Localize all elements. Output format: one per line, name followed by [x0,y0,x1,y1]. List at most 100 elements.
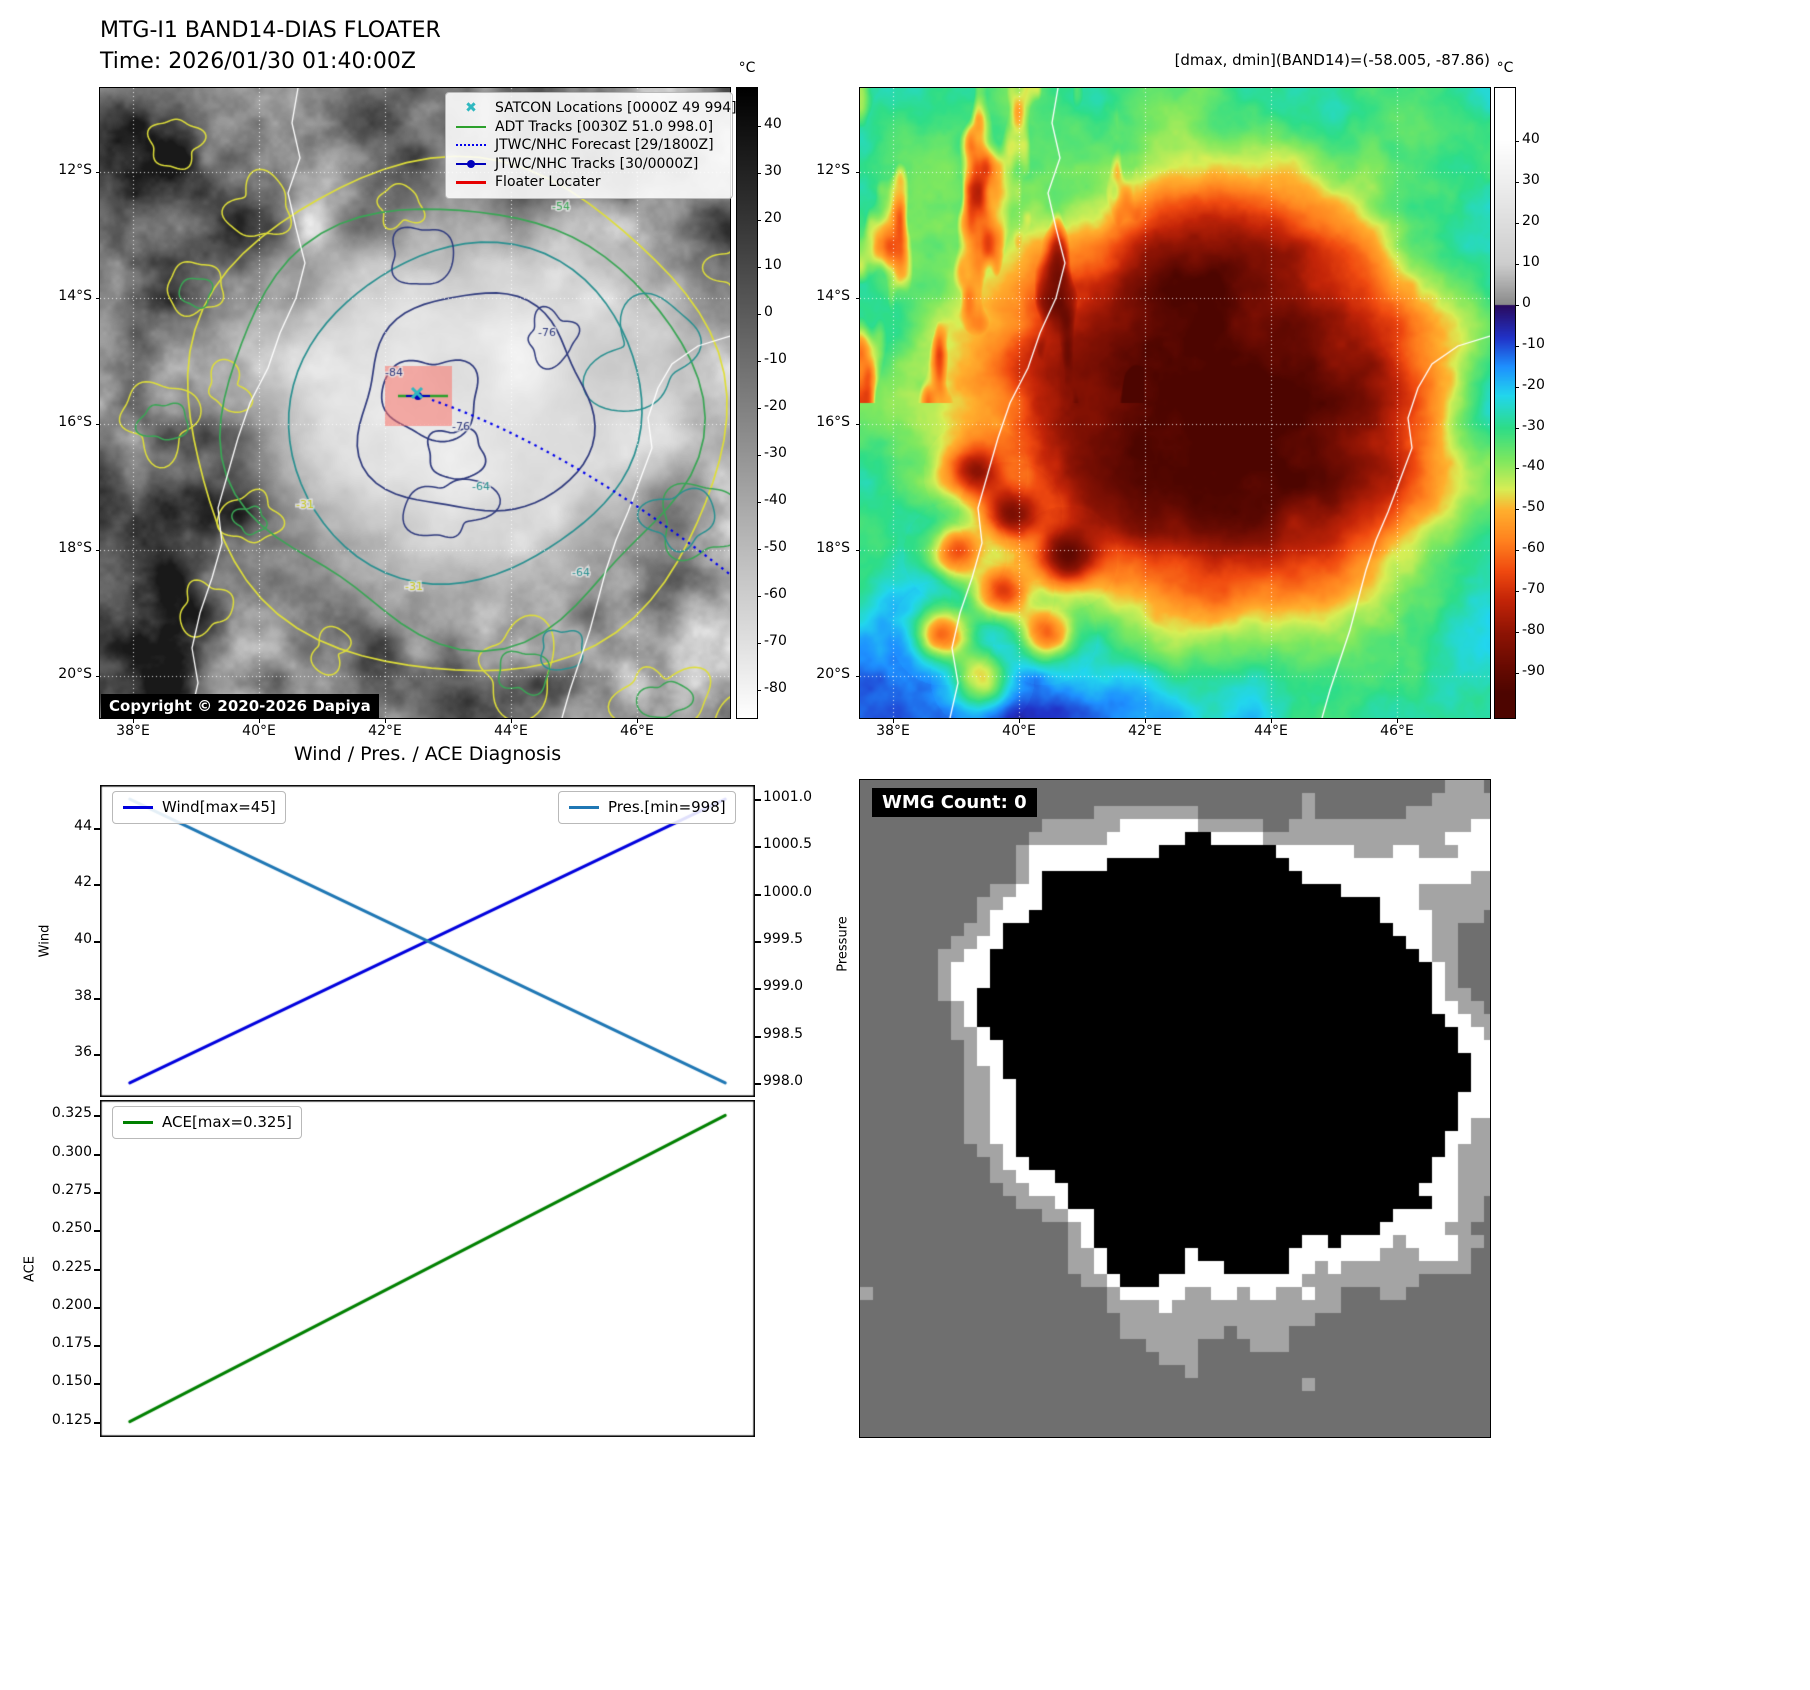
tick-mark [755,846,761,849]
legend-label-floater: Floater Locater [495,174,601,191]
wind-line-icon [122,805,154,809]
tick-label: 1000.0 [763,883,812,900]
tick-label: -90 [1522,663,1545,679]
tick-label: 0 [1522,294,1531,311]
tick-mark [856,172,860,173]
tick-mark [757,125,761,127]
legend-label-jtwc: JTWC/NHC Tracks [30/0000Z] [495,155,699,172]
tick-label: 14°S [58,288,92,304]
legend-label-forecast: JTWC/NHC Forecast [29/1800Z] [495,137,714,154]
tick-mark [1145,719,1146,723]
ace-legend-label: ACE[max=0.325] [162,1113,292,1132]
tick-mark [757,689,761,691]
awv-map-canvas [859,87,1491,719]
tick-label: -80 [1522,622,1545,639]
legend-item-adt: ADT Tracks [0030Z 51.0 998.0] [455,118,723,137]
tick-label: -50 [764,538,787,555]
tick-label: -40 [764,491,787,508]
tick-label: 20 [764,209,782,226]
diagnosis-title: Wind / Pres. / ACE Diagnosis [293,743,562,765]
legend-item-forecast: JTWC/NHC Forecast [29/1800Z] [455,136,723,155]
tick-label: 0.275 [51,1181,92,1198]
band14-colorbar [736,87,758,719]
tick-label: 999.0 [763,978,804,995]
tick-mark [757,454,761,456]
tick-label: 0.125 [51,1411,92,1428]
tick-mark [856,424,860,425]
floater-line-icon [455,181,487,184]
tick-label: 0.325 [51,1105,92,1122]
tick-mark [757,407,761,409]
tick-label: 36 [74,1044,92,1061]
tick-mark [94,827,100,830]
tick-label: 16°S [58,414,92,430]
tick-mark [1515,550,1519,552]
tick-mark [96,172,100,173]
tick-label: 44°E [1254,723,1288,739]
tick-mark [757,266,761,268]
band14-title: MTG-I1 BAND14-DIAS FLOATER [100,18,441,43]
tick-mark [94,941,100,943]
tick-label: 42 [74,874,92,891]
wmg-canvas [859,779,1491,1438]
awv-info-line-1: [dmax, dmin](BAND14)=(-58.005, -87.86) [1174,51,1490,69]
tick-mark [1515,386,1519,388]
tick-label: -60 [1522,540,1545,557]
ace-legend-row: ACE[max=0.325] [122,1113,292,1132]
tick-mark [755,1035,761,1038]
band14-time: Time: 2026/01/30 01:40:00Z [100,49,416,74]
ace-line-icon [122,1120,154,1124]
legend-item-satcon: ✖ SATCON Locations [0000Z 49 994] [455,99,737,118]
tick-label: 44°E [494,723,528,739]
tick-label: 20 [1522,213,1540,229]
tick-mark [1515,304,1519,306]
wmg-count-label: WMG Count: 0 [872,788,1037,817]
tick-mark [94,1421,100,1424]
tick-mark [757,642,761,644]
tick-label: -80 [764,679,787,696]
tick-label: 0.300 [51,1143,92,1160]
tick-label: 0.250 [51,1220,92,1237]
pres-legend-label: Pres.[min=998] [608,798,726,817]
tick-mark [757,501,761,503]
band14-map-legend: ✖ SATCON Locations [0000Z 49 994] ADT Tr… [445,92,737,199]
pres-legend: Pres.[min=998] [558,791,736,824]
tick-mark [1515,632,1519,634]
tick-mark [1515,673,1519,674]
tick-mark [1515,223,1519,224]
tick-label: -60 [764,585,787,602]
tick-label: 42°E [1128,723,1162,739]
legend-label-adt: ADT Tracks [0030Z 51.0 998.0] [495,118,714,135]
tick-mark [94,1230,100,1233]
tick-label: 42°E [368,723,402,739]
tick-label: -20 [1522,376,1545,393]
tick-mark [1515,182,1519,184]
ace-legend-line [123,1120,153,1124]
tick-mark [1515,468,1519,470]
tick-label: -30 [1522,417,1545,434]
tick-label: 30 [1522,172,1540,189]
ace-axis-label: ACE [22,1256,38,1282]
tick-mark [1515,591,1519,593]
tick-mark [1515,345,1519,347]
tick-label: 38°E [116,723,150,739]
forecast-dotted-line-icon [455,144,487,147]
tick-mark [133,719,134,723]
tick-label: 0.150 [51,1373,92,1390]
tick-mark [94,1115,100,1118]
tick-mark [856,298,860,299]
tick-label: 18°S [58,540,92,556]
tick-mark [94,1268,100,1271]
tick-mark [856,676,860,677]
tick-label: 40°E [1002,723,1036,739]
tick-label: 18°S [816,540,850,556]
tick-label: 20°S [816,666,850,682]
tick-label: 46°E [1380,723,1414,739]
tick-mark [755,893,761,896]
awv-colorbar [1494,87,1516,719]
tick-label: -10 [764,350,787,367]
tick-label: 0.225 [51,1258,92,1275]
tick-mark [94,1383,100,1386]
tick-label: 14°S [816,288,850,304]
